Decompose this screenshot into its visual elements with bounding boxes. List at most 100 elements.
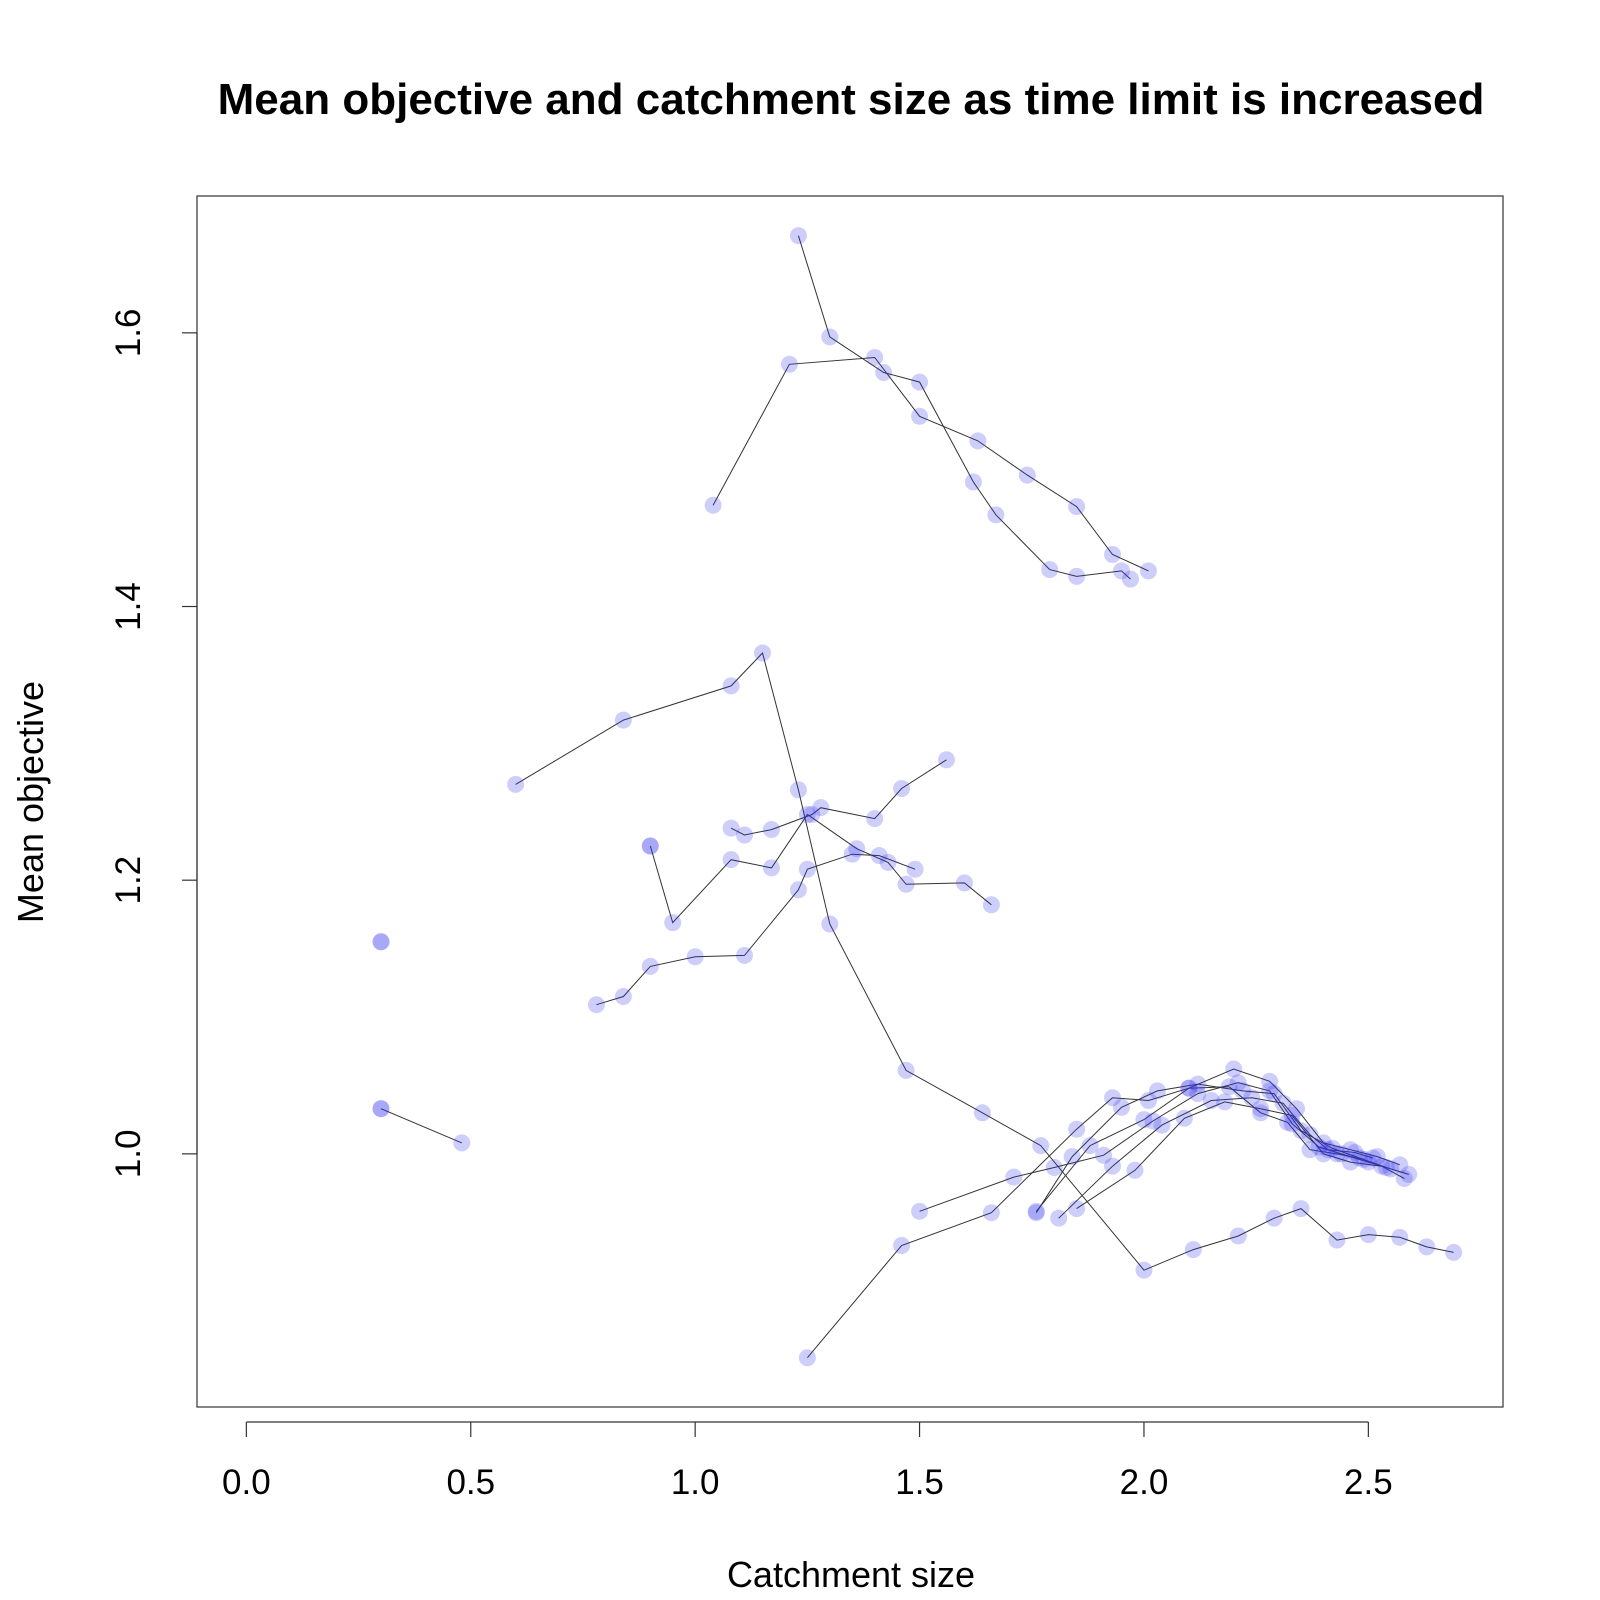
series-6-point (906, 860, 924, 878)
series-11-point (1220, 1078, 1238, 1096)
series-9-point (1310, 1138, 1328, 1156)
series-3-point (1292, 1200, 1310, 1218)
series-8-point (1225, 1060, 1243, 1078)
series-13-point (1395, 1169, 1413, 1187)
x-tick-label: 0.0 (222, 1463, 271, 1502)
series-10-point (1234, 1082, 1252, 1100)
x-tick-label: 2.5 (1344, 1463, 1393, 1502)
series-2-point (955, 874, 973, 892)
series-4-point (1018, 466, 1036, 484)
series-9-point (1283, 1115, 1301, 1133)
series-13-point (1216, 1093, 1234, 1111)
series-2-point (982, 896, 1000, 914)
series-3-point (507, 775, 525, 793)
series-10-point (1292, 1122, 1310, 1140)
series-5-point (1041, 561, 1059, 579)
series-10-point (1265, 1085, 1283, 1103)
series-8-point (982, 1204, 1000, 1222)
series-4-point (1104, 546, 1122, 564)
series-1-point (372, 1100, 390, 1118)
series-8-point (1288, 1100, 1306, 1118)
y-axis-label: Mean objective (10, 681, 51, 923)
series-2-point (879, 853, 897, 871)
series-7-line (730, 759, 947, 836)
series-3-point (1328, 1231, 1346, 1249)
series-10-point (1027, 1204, 1045, 1222)
series-12-point (1153, 1116, 1171, 1134)
series-11-point (1355, 1150, 1373, 1168)
series-11-point (1328, 1145, 1346, 1163)
series-12-point (1050, 1209, 1068, 1227)
series-5-point (1121, 570, 1139, 588)
series-3-point (1184, 1241, 1202, 1259)
series-8-point (1068, 1120, 1086, 1138)
series-12-point (1202, 1091, 1220, 1109)
plot-box (196, 195, 1504, 1408)
series-3-point (1418, 1238, 1436, 1256)
series-4-point (866, 348, 884, 366)
series-4-point (780, 355, 798, 373)
series-7-point (812, 799, 830, 817)
series-2-point (641, 837, 659, 855)
series-7-point (722, 819, 740, 837)
series-6-point (736, 946, 754, 964)
series-6-point (614, 987, 632, 1005)
x-axis: 0.0 0.5 1.0 1.5 2.0 2.5 (222, 1421, 1393, 1502)
series-8-point (1104, 1089, 1122, 1107)
series-2-point (848, 840, 866, 858)
series-12-point (1274, 1094, 1292, 1112)
y-tick-label: 1.0 (109, 1130, 148, 1179)
series-3-point (1135, 1261, 1153, 1279)
series-8-point (1261, 1072, 1279, 1090)
series-10-point (1113, 1098, 1131, 1116)
series-0-point (372, 933, 390, 951)
series-points (372, 227, 1463, 1367)
series-10-point (1377, 1159, 1395, 1177)
series-2-point (664, 914, 682, 932)
series-13-line (1076, 1101, 1405, 1210)
series-4-point (969, 432, 987, 450)
series-11-point (1301, 1141, 1319, 1159)
series-6-point (798, 860, 816, 878)
series-6-point (870, 847, 888, 865)
series-9-point (1400, 1165, 1418, 1183)
series-2-point (798, 805, 816, 823)
series-3-point (1391, 1228, 1409, 1246)
series-10-point (1148, 1082, 1166, 1100)
series-3-point (1445, 1243, 1463, 1261)
x-tick-label: 2.0 (1120, 1463, 1169, 1502)
series-1-point (372, 1100, 390, 1118)
series-9-point (1382, 1160, 1400, 1178)
series-9-point (1045, 1159, 1063, 1177)
series-8-point (798, 1349, 816, 1367)
series-1-point (453, 1134, 471, 1152)
series-4-point (1139, 562, 1157, 580)
series-13-point (1373, 1157, 1391, 1175)
series-11-point (1081, 1137, 1099, 1155)
y-tick-label: 1.2 (109, 856, 148, 905)
series-4-point (1068, 498, 1086, 516)
series-3-point (614, 711, 632, 729)
series-3-point (789, 781, 807, 799)
series-12-point (1104, 1157, 1122, 1175)
series-12-point (1243, 1089, 1261, 1107)
series-11-point (1279, 1113, 1297, 1131)
series-3-point (1229, 1227, 1247, 1245)
series-13-point (1341, 1153, 1359, 1171)
series-12-point (1346, 1143, 1364, 1161)
series-9-point (1229, 1074, 1247, 1092)
series-9-point (1359, 1153, 1377, 1171)
y-tick-label: 1.6 (109, 309, 148, 358)
series-2-point (762, 859, 780, 877)
series-5-point (911, 373, 929, 391)
series-4-point (704, 496, 722, 514)
series-5-point (987, 506, 1005, 524)
y-axis: 1.0 1.2 1.4 1.6 (109, 309, 198, 1179)
series-12-point (1319, 1141, 1337, 1159)
series-8-point (1314, 1134, 1332, 1152)
series-6-point (587, 996, 605, 1014)
series-5-line (797, 235, 1131, 580)
series-5-point (821, 328, 839, 346)
series-8-line (807, 1068, 1400, 1359)
series-6-point (641, 957, 659, 975)
